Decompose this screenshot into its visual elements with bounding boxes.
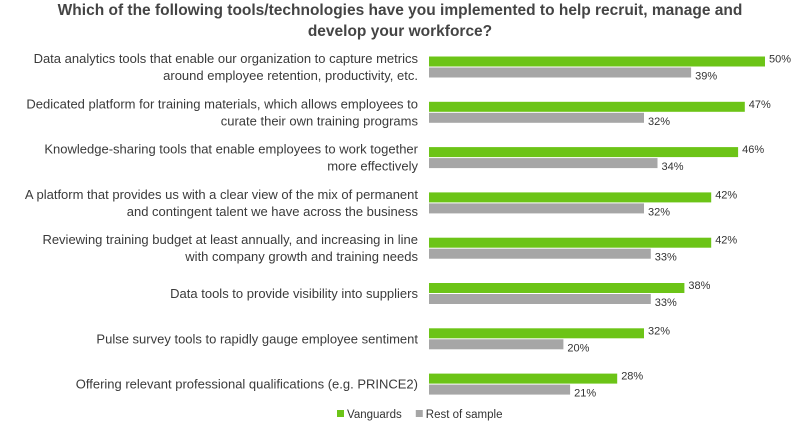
bar-vanguards	[429, 101, 745, 112]
category-label: Pulse survey tools to rapidly gauge empl…	[96, 331, 418, 346]
category-label: Knowledge-sharing tools that enable empl…	[44, 142, 418, 174]
category-label: A platform that provides us with a clear…	[25, 187, 419, 219]
bar-vanguards	[429, 373, 618, 384]
bar-vanguards	[429, 192, 712, 203]
value-label: 32%	[648, 325, 670, 337]
value-label: 34%	[662, 161, 684, 173]
bar-vanguards	[429, 56, 765, 67]
value-label: 33%	[655, 252, 677, 264]
bar-vanguards	[429, 147, 739, 158]
bar-rest-of-sample	[429, 203, 644, 214]
category-label: Data tools to provide visibility into su…	[170, 286, 418, 301]
bar-rest-of-sample	[429, 339, 564, 350]
value-labels: 50% 39% 47% 32% 46% 34% 42% 32% 42% 33% 38% 33% 32% 2…	[567, 54, 791, 400]
value-label: 33%	[655, 297, 677, 309]
bar-vanguards	[429, 237, 712, 248]
category-label: Offering relevant professional qualifica…	[76, 377, 418, 392]
bar-rest-of-sample	[429, 294, 651, 304]
legend: Vanguards Rest of sample	[337, 409, 502, 421]
value-label: 46%	[742, 144, 764, 156]
chart-title: Which of the following tools/technologie…	[57, 2, 743, 40]
value-label: 32%	[648, 116, 670, 128]
bar-rest-of-sample	[429, 158, 658, 169]
category-labels: Data analytics tools that enable our org…	[25, 51, 419, 392]
bar-rest-of-sample	[429, 384, 571, 395]
value-label: 42%	[715, 189, 737, 201]
value-label: 38%	[688, 280, 710, 292]
legend-label: Rest of sample	[426, 409, 503, 421]
bars	[429, 56, 765, 395]
category-label: Dedicated platform for training material…	[26, 96, 418, 128]
value-label: 42%	[715, 235, 737, 247]
bar-vanguards	[429, 283, 685, 293]
legend-swatch	[337, 410, 344, 417]
legend-swatch	[415, 410, 423, 417]
value-label: 20%	[567, 342, 589, 354]
value-label: 50%	[769, 54, 791, 66]
value-label: 47%	[749, 99, 771, 111]
category-label: Data analytics tools that enable our org…	[34, 51, 419, 83]
value-label: 28%	[621, 371, 643, 383]
bar-rest-of-sample	[429, 248, 651, 259]
category-label: Reviewing training budget at least annua…	[42, 232, 418, 264]
bar-rest-of-sample	[429, 67, 692, 78]
bar-vanguards	[429, 328, 644, 339]
bar-rest-of-sample	[429, 112, 644, 123]
value-label: 21%	[574, 388, 596, 400]
legend-label: Vanguards	[347, 409, 402, 421]
value-label: 32%	[648, 206, 670, 218]
value-label: 39%	[695, 71, 717, 83]
